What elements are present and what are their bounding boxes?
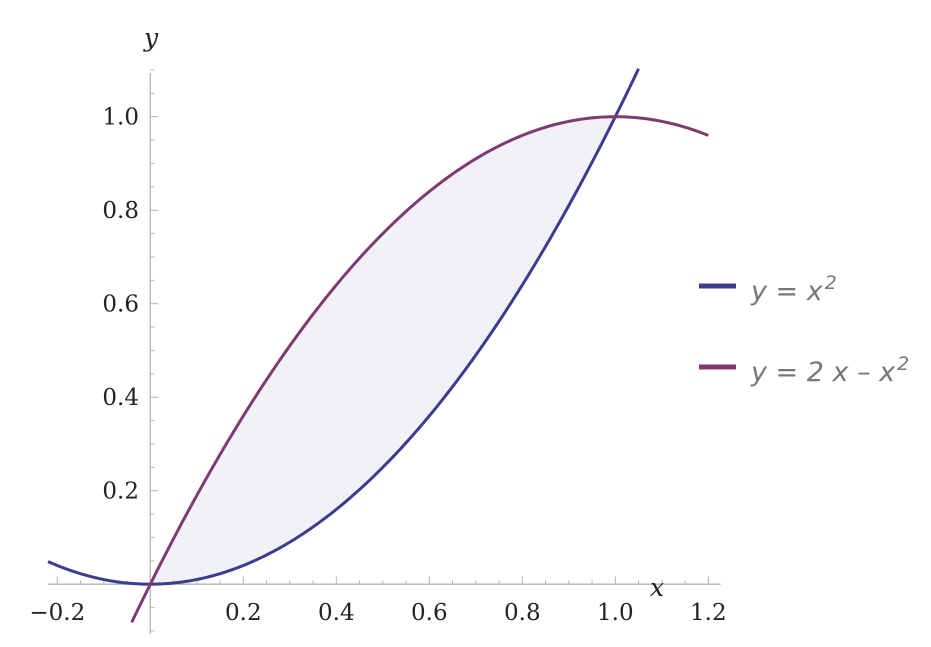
- legend-label-main: y = x: [750, 276, 824, 307]
- x-tick-label: −0.2: [29, 600, 85, 626]
- region-between-curves: [150, 116, 616, 585]
- y-tick-label: 0.2: [102, 479, 139, 505]
- x-tick-label: 1.0: [597, 600, 634, 626]
- series-line-1: [47, 68, 640, 586]
- x-tick-label: 0.2: [225, 600, 262, 626]
- tick-labels: −0.2 0.2 0.4 0.6 0.8 1.0 1.2 0.2 0.4 0.6 0.8 1.0: [29, 105, 726, 626]
- x-axis-label: x: [650, 573, 664, 602]
- y-tick-label: 1.0: [102, 105, 139, 131]
- legend-label-exponent: 2: [825, 272, 837, 294]
- series-line-2: [130, 115, 709, 623]
- x-tick-label: 1.2: [690, 600, 727, 626]
- x-tick-label: 0.6: [411, 600, 448, 626]
- series-lines: [47, 68, 709, 623]
- y-axis-label: y: [143, 23, 159, 52]
- y-tick-label: 0.4: [102, 385, 139, 411]
- y-tick-label: 0.8: [102, 198, 139, 224]
- legend-label-main: y = 2 x – x: [750, 357, 896, 388]
- legend-label-exponent: 2: [897, 353, 909, 375]
- x-tick-label: 0.4: [318, 600, 355, 626]
- shaded-area: [150, 116, 616, 585]
- x-tick-label: 0.8: [504, 600, 541, 626]
- y-tick-label: 0.6: [102, 292, 139, 318]
